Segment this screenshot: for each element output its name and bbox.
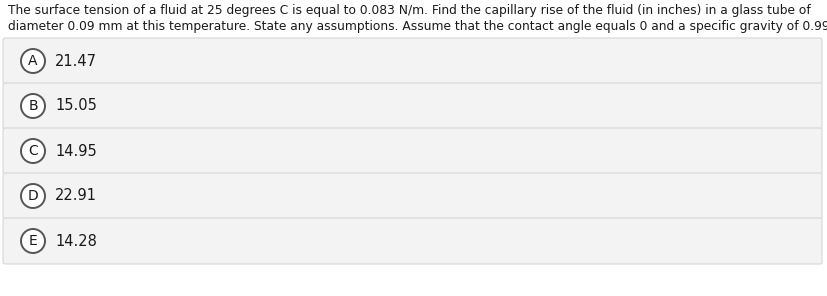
Text: 15.05: 15.05 bbox=[55, 99, 97, 113]
FancyBboxPatch shape bbox=[3, 128, 822, 174]
Circle shape bbox=[21, 184, 45, 208]
Text: E: E bbox=[29, 234, 37, 248]
Circle shape bbox=[21, 49, 45, 73]
Text: 22.91: 22.91 bbox=[55, 189, 97, 204]
Circle shape bbox=[21, 94, 45, 118]
Text: 14.95: 14.95 bbox=[55, 144, 97, 158]
FancyBboxPatch shape bbox=[3, 218, 822, 264]
Circle shape bbox=[21, 139, 45, 163]
Text: 14.28: 14.28 bbox=[55, 234, 97, 249]
Text: The surface tension of a fluid at 25 degrees C is equal to 0.083 N/m. Find the c: The surface tension of a fluid at 25 deg… bbox=[8, 4, 810, 17]
FancyBboxPatch shape bbox=[3, 173, 822, 219]
Text: B: B bbox=[28, 99, 38, 113]
Text: D: D bbox=[27, 189, 38, 203]
Text: C: C bbox=[28, 144, 38, 158]
FancyBboxPatch shape bbox=[3, 83, 822, 129]
Text: diameter 0.09 mm at this temperature. State any assumptions. Assume that the con: diameter 0.09 mm at this temperature. St… bbox=[8, 20, 827, 33]
Text: A: A bbox=[28, 54, 38, 68]
Text: 21.47: 21.47 bbox=[55, 54, 97, 68]
FancyBboxPatch shape bbox=[3, 38, 822, 84]
Circle shape bbox=[21, 229, 45, 253]
